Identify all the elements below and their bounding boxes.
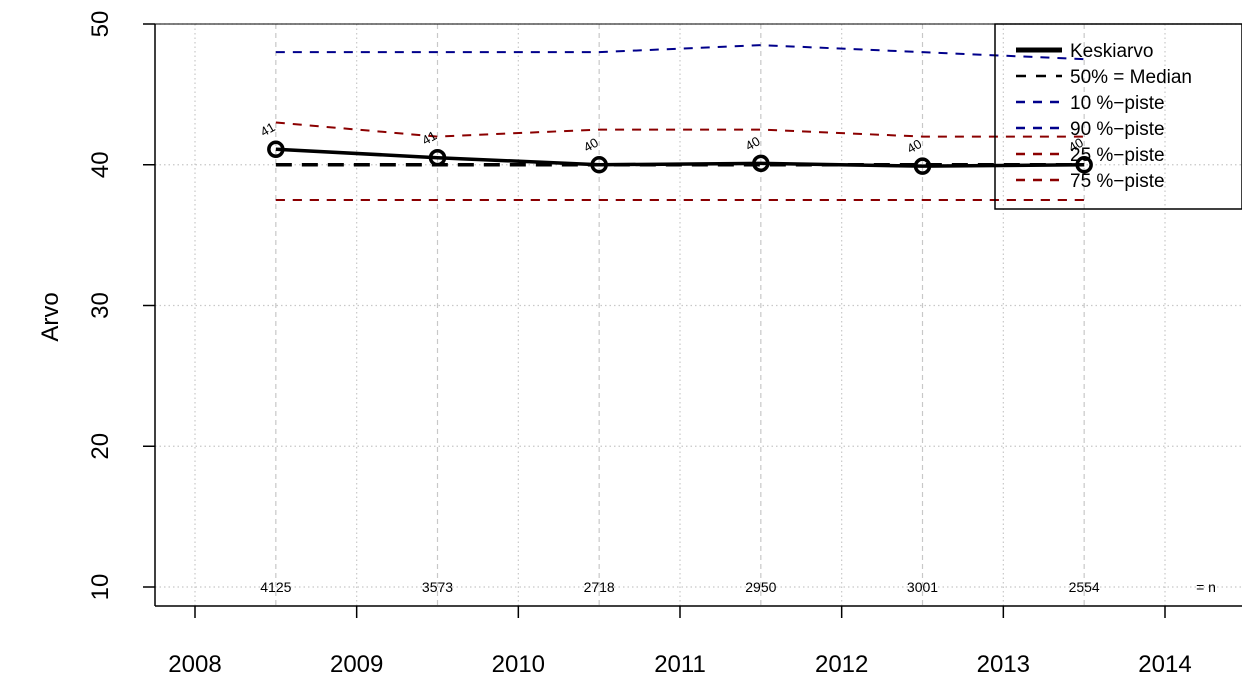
legend-label: 75 %−piste bbox=[1070, 171, 1165, 192]
point-value-label: 40 bbox=[1066, 135, 1086, 155]
legend-label: 25 %−piste bbox=[1070, 145, 1165, 166]
x-tick-label: 2012 bbox=[815, 651, 868, 678]
mean-point bbox=[428, 148, 447, 167]
point-value-label: 40 bbox=[743, 133, 763, 153]
y-tick-label: 40 bbox=[87, 151, 114, 178]
legend-label: 90 %−piste bbox=[1070, 119, 1165, 140]
mean-point bbox=[913, 157, 932, 175]
legend-label: 10 %−piste bbox=[1070, 93, 1165, 114]
x-tick-label: 2008 bbox=[168, 651, 221, 678]
y-tick-label: 10 bbox=[87, 574, 114, 601]
x-tick-label: 2014 bbox=[1138, 651, 1191, 678]
y-tick-label: 20 bbox=[87, 433, 114, 460]
point-value-label: 41 bbox=[258, 119, 278, 139]
legend: Keskiarvo 50% = Median 10 %−piste 90 %−pist… bbox=[994, 23, 1242, 210]
mean-point bbox=[590, 156, 608, 174]
series-line bbox=[275, 121, 1085, 138]
y-tick-label: 50 bbox=[87, 11, 114, 38]
n-count-label: 3001 bbox=[907, 579, 938, 595]
n-count-label: 4125 bbox=[260, 579, 291, 595]
x-tick-label: 2011 bbox=[654, 651, 706, 678]
y-tick-label: 30 bbox=[87, 292, 114, 319]
point-value-label: 40 bbox=[904, 136, 924, 156]
legend-label: Keskiarvo bbox=[1070, 41, 1153, 62]
legend-label: 50% = Median bbox=[1070, 67, 1192, 88]
point-value-label: 41 bbox=[419, 128, 439, 148]
n-count-label: 2554 bbox=[1069, 579, 1100, 595]
point-value-label: 40 bbox=[581, 135, 601, 155]
y-axis-label: Arvo bbox=[37, 292, 64, 341]
x-tick-label: 2013 bbox=[977, 651, 1030, 678]
n-count-label: 2950 bbox=[745, 579, 776, 595]
n-count-label: 3573 bbox=[422, 579, 453, 595]
mean-point bbox=[1075, 156, 1093, 174]
mean-point bbox=[752, 154, 770, 173]
mean-point bbox=[267, 140, 285, 159]
n-count-label: 2718 bbox=[584, 579, 615, 595]
x-tick-label: 2010 bbox=[492, 651, 545, 678]
x-tick-label: 2009 bbox=[330, 651, 383, 678]
n-suffix-label: = n bbox=[1196, 579, 1216, 595]
legend-box bbox=[994, 23, 1242, 210]
